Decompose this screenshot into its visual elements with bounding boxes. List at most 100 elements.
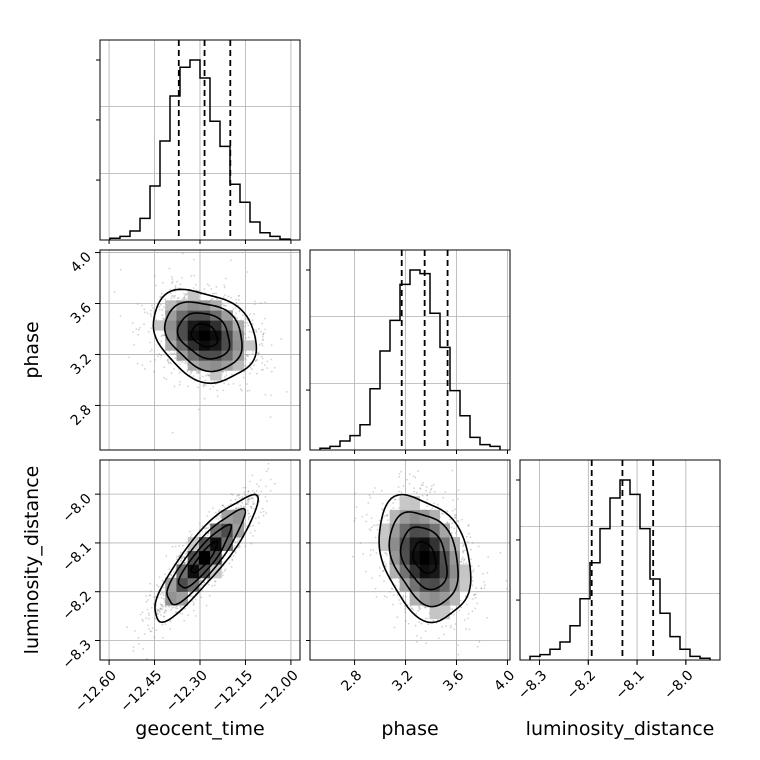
sample-point (239, 505, 242, 507)
sample-point (248, 500, 250, 502)
sample-point (178, 381, 181, 383)
density-cell (439, 564, 450, 579)
sample-point (150, 327, 153, 329)
sample-point (266, 500, 268, 503)
sample-point (370, 526, 373, 529)
sample-point (193, 602, 195, 604)
sample-point (164, 573, 166, 575)
contour-line (154, 493, 260, 624)
sample-point (183, 297, 186, 299)
sample-point (195, 370, 198, 373)
sample-point (181, 612, 184, 615)
sample-point (119, 269, 122, 271)
sample-point (471, 579, 474, 582)
sample-point (153, 275, 156, 278)
sample-point (236, 503, 239, 505)
sample-point (237, 494, 240, 496)
sample-point (417, 470, 419, 472)
sample-point (475, 587, 478, 590)
sample-point (143, 633, 146, 635)
sample-point (178, 371, 181, 374)
sample-point (402, 485, 405, 487)
sample-point (451, 510, 454, 512)
sample-point (404, 620, 407, 623)
sample-point (273, 366, 276, 369)
sample-point (259, 511, 262, 514)
sample-point (161, 292, 163, 295)
density-cell (439, 605, 450, 620)
sample-point (204, 384, 207, 387)
sample-point (410, 607, 413, 610)
sample-point (419, 487, 421, 489)
sample-point (429, 491, 431, 494)
sample-point (273, 482, 276, 485)
sample-point (461, 558, 463, 561)
sample-point (205, 604, 208, 607)
sample-point (165, 378, 168, 381)
sample-point (227, 295, 230, 298)
density-cell (221, 360, 233, 371)
sample-point (192, 603, 195, 606)
sample-point (249, 505, 252, 508)
sample-point (418, 608, 421, 611)
sample-point (157, 355, 160, 358)
density-cell (232, 340, 245, 351)
density-cell (165, 591, 177, 606)
sample-point (251, 368, 253, 371)
sample-point (162, 281, 164, 284)
sample-point (386, 513, 389, 516)
y-axis-label-luminosity-distance: luminosity_distance (21, 466, 43, 655)
hist-panel-geocent-time (96, 39, 301, 244)
sample-point (209, 388, 212, 390)
hist-panel-phase (306, 249, 511, 454)
sample-point (211, 292, 214, 295)
sample-point (243, 325, 246, 328)
sample-point (404, 595, 407, 598)
sample-point (487, 556, 490, 558)
sample-point (172, 606, 175, 608)
sample-point (149, 594, 152, 597)
sample-point (151, 627, 154, 630)
sample-point (425, 486, 428, 488)
sample-point (451, 469, 454, 472)
sample-point (224, 376, 226, 378)
density-cell (459, 564, 470, 579)
density-cell (187, 310, 200, 321)
sample-point (179, 551, 182, 554)
sample-point (385, 563, 387, 565)
sample-point (162, 615, 165, 618)
sample-point (168, 605, 171, 608)
sample-point (375, 596, 378, 598)
sample-point (163, 586, 165, 589)
sample-point (499, 551, 502, 554)
sample-point (461, 556, 464, 559)
sample-point (440, 512, 443, 515)
sample-point (251, 474, 254, 477)
sample-point (408, 473, 411, 476)
density-cell (449, 550, 460, 565)
sample-point (234, 306, 237, 309)
sample-point (253, 313, 256, 316)
sample-point (170, 609, 173, 611)
sample-point (238, 295, 240, 297)
sample-point (146, 312, 149, 315)
sample-point (441, 625, 444, 628)
sample-point (149, 313, 152, 315)
sample-point (477, 565, 480, 567)
sample-point (152, 603, 155, 605)
sample-point (147, 612, 150, 615)
sample-point (482, 572, 484, 575)
density-cell (187, 300, 200, 311)
sample-point (383, 595, 386, 597)
sample-point (230, 499, 232, 502)
sample-point (446, 521, 448, 523)
sample-point (470, 565, 473, 568)
sample-point (461, 545, 464, 548)
density-cell (449, 591, 460, 606)
sample-point (262, 514, 265, 517)
sample-point (211, 584, 214, 587)
sample-point (217, 518, 220, 520)
sample-point (201, 590, 204, 592)
sample-point (253, 502, 256, 505)
sample-point (412, 609, 415, 611)
